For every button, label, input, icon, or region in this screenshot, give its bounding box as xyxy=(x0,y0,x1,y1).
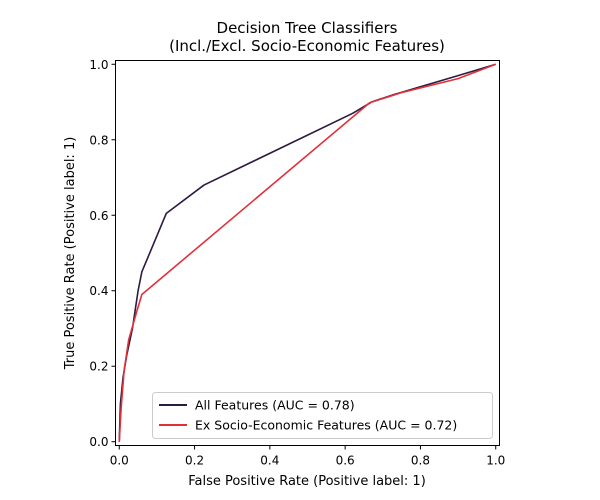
y-tick-label: 0.8 xyxy=(89,133,108,147)
x-tick-label: 0.0 xyxy=(110,454,129,468)
x-tick-label: 0.8 xyxy=(411,454,430,468)
chart-title: Decision Tree Classifiers xyxy=(217,19,398,37)
y-tick-label: 0.0 xyxy=(89,435,108,449)
x-axis-label: False Positive Rate (Positive label: 1) xyxy=(188,474,426,489)
y-tick-label: 0.4 xyxy=(89,284,108,298)
legend-label-all-features: All Features (AUC = 0.78) xyxy=(195,398,355,413)
y-tick-label: 0.2 xyxy=(89,360,108,374)
series-line-1 xyxy=(118,63,497,442)
x-tick-label: 0.4 xyxy=(260,454,279,468)
series-lines xyxy=(118,63,497,442)
x-tick-label: 1.0 xyxy=(486,454,505,468)
series-line-0 xyxy=(118,63,496,442)
y-tick-label: 0.6 xyxy=(89,209,108,223)
y-tick-label: 1.0 xyxy=(89,58,108,72)
legend-label-ex-socio-economic: Ex Socio-Economic Features (AUC = 0.72) xyxy=(195,418,457,433)
x-tick-label: 0.2 xyxy=(185,454,204,468)
y-axis-ticks: 0.0 0.2 0.4 0.6 0.8 1.0 xyxy=(89,58,116,449)
x-axis-ticks: 0.0 0.2 0.4 0.6 0.8 1.0 xyxy=(110,445,505,468)
y-axis-label: True Positive Rate (Positive label: 1) xyxy=(63,137,78,371)
chart-subtitle: (Incl./Excl. Socio-Economic Features) xyxy=(169,37,445,55)
plot-frame xyxy=(115,60,500,446)
legend-box xyxy=(152,392,493,439)
legend: All Features (AUC = 0.78) Ex Socio-Econo… xyxy=(152,392,493,439)
x-tick-label: 0.6 xyxy=(336,454,355,468)
